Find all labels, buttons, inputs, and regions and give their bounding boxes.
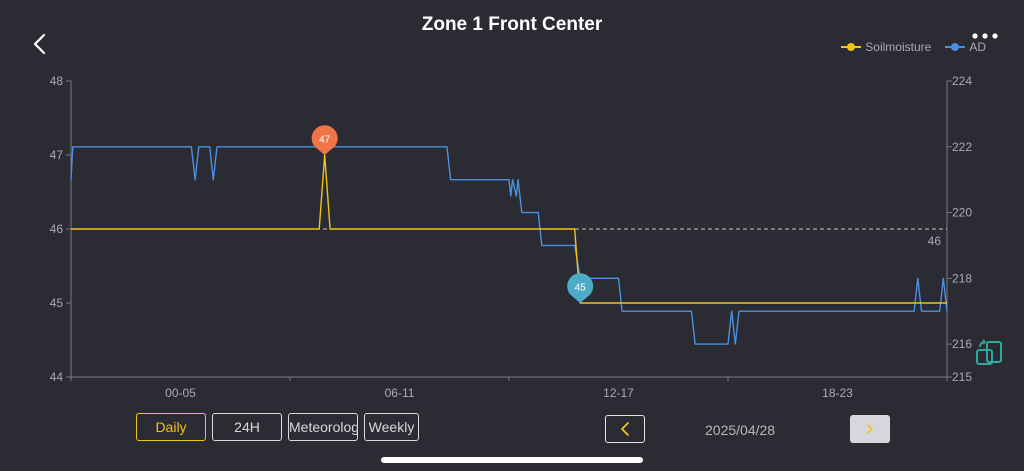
y-left-tick-label: 45 xyxy=(50,296,64,310)
next-date-button[interactable] xyxy=(850,415,890,443)
legend-item-ad[interactable]: AD xyxy=(945,40,986,54)
rotate-screen-icon xyxy=(976,339,1002,365)
y-right-tick-label: 216 xyxy=(952,337,972,351)
y-right-tick-label: 218 xyxy=(952,271,972,285)
y-left-tick-label: 46 xyxy=(50,222,64,236)
y-right-tick-label: 222 xyxy=(952,140,972,154)
legend-swatch-soilmoisture xyxy=(841,42,862,52)
chevron-right-icon xyxy=(867,424,873,434)
chart-legend: Soilmoisture AD xyxy=(841,40,986,54)
x-tick-label: 18-23 xyxy=(822,386,853,400)
marker-label: 45 xyxy=(575,283,587,294)
marker-pin xyxy=(311,125,338,155)
chevron-left-icon xyxy=(621,422,629,436)
prev-date-button[interactable] xyxy=(605,415,645,443)
page-title: Zone 1 Front Center xyxy=(421,14,603,35)
chevron-left-icon xyxy=(33,33,46,55)
y-right-tick-label: 215 xyxy=(952,370,972,384)
home-indicator xyxy=(381,457,643,463)
y-right-tick-label: 224 xyxy=(952,74,972,88)
x-tick-label: 12-17 xyxy=(603,386,634,400)
tab-weekly[interactable]: Weekly xyxy=(364,413,419,441)
y-left-tick-label: 48 xyxy=(50,74,64,88)
reference-line-label: 46 xyxy=(928,234,942,248)
y-right-tick-label: 220 xyxy=(952,206,972,220)
series-line-ad xyxy=(70,146,948,345)
legend-label: AD xyxy=(969,40,986,54)
more-dots-icon xyxy=(972,33,998,39)
marker-pin xyxy=(567,273,594,303)
legend-swatch-ad xyxy=(945,42,966,52)
tab-meteorolog[interactable]: Meteorolog xyxy=(288,413,358,441)
tab-24h[interactable]: 24H xyxy=(212,413,282,441)
back-button[interactable] xyxy=(26,30,54,58)
current-date: 2025/04/28 xyxy=(705,422,776,438)
period-tabs: Daily 24H Meteorolog Weekly xyxy=(136,413,419,441)
x-tick-label: 00-05 xyxy=(165,386,196,400)
tab-daily[interactable]: Daily xyxy=(136,413,206,441)
legend-label: Soilmoisture xyxy=(865,40,932,54)
rotate-screen-button[interactable] xyxy=(974,338,1004,368)
x-tick-label: 06-11 xyxy=(385,386,415,400)
legend-item-soilmoisture[interactable]: Soilmoisture xyxy=(841,40,931,54)
more-button[interactable] xyxy=(970,28,1000,44)
y-left-tick-label: 44 xyxy=(50,370,64,384)
series-line-soilmoisture xyxy=(71,154,947,304)
y-left-tick-label: 47 xyxy=(50,148,64,162)
line-chart: 48 47 46 45 44 224 222 220 218 216 215 00-05 06-11 12… xyxy=(50,74,973,400)
marker-label: 47 xyxy=(319,135,331,146)
